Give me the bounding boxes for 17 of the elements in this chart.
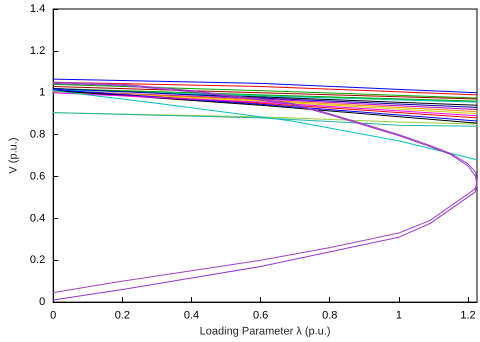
x-tick-label: 0.4	[184, 310, 200, 322]
y-tick-label: 0.4	[30, 212, 46, 224]
y-tick-label: 0	[39, 296, 46, 308]
x-tick-label: 0.6	[252, 310, 268, 322]
y-tick-label: 0.6	[30, 170, 46, 182]
x-tick-label: 0.8	[322, 310, 338, 322]
y-tick-label: 1	[39, 86, 46, 99]
y-tick-label: 0.8	[30, 128, 46, 141]
y-axis-title: V (p.u.)	[8, 138, 20, 174]
y-tick-label: 1.4	[30, 3, 46, 15]
y-tick-label: 0.2	[30, 254, 46, 266]
y-tick-label: 1.2	[30, 44, 46, 57]
x-tick-label: 1	[396, 310, 402, 322]
x-tick-label: 0	[50, 310, 56, 322]
x-tick-label: 0.2	[114, 310, 130, 322]
x-tick-label: 1.2	[460, 310, 476, 322]
x-axis-title: Loading Parameter λ (p.u.)	[200, 326, 331, 338]
